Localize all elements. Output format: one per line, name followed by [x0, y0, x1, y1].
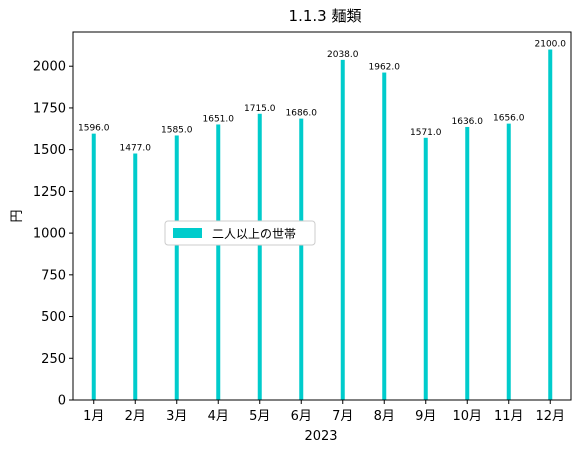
x-tick-label: 8月 [374, 409, 395, 424]
bar [91, 133, 96, 400]
chart-title: 1.1.3 麺類 [289, 7, 362, 25]
data-label: 1651.0 [203, 114, 235, 124]
y-tick-label: 250 [41, 352, 66, 367]
legend-swatch [173, 228, 202, 238]
y-tick-label: 1000 [33, 227, 66, 242]
data-label: 2038.0 [327, 50, 359, 60]
y-tick-label: 1500 [33, 143, 66, 158]
y-tick-label: 0 [58, 394, 66, 409]
bar [216, 124, 221, 400]
bar [299, 118, 304, 401]
data-label: 2100.0 [535, 40, 567, 50]
legend-box [164, 220, 316, 246]
bar [174, 135, 179, 400]
x-tick-label: 3月 [166, 409, 187, 424]
x-tick-label: 12月 [535, 409, 565, 424]
x-tick-label: 2月 [125, 409, 146, 424]
y-tick-label: 1250 [33, 185, 66, 200]
data-label: 1686.0 [286, 109, 318, 119]
bar [257, 113, 262, 401]
data-label: 1636.0 [452, 117, 484, 127]
x-tick-label: 7月 [332, 409, 353, 424]
bar [423, 137, 428, 400]
data-label: 1656.0 [493, 114, 525, 124]
legend-label: 二人以上の世帯 [212, 227, 296, 241]
x-tick-label: 6月 [291, 409, 312, 424]
data-label: 1571.0 [410, 128, 442, 138]
data-label: 1962.0 [369, 63, 401, 73]
y-tick-label: 1750 [33, 101, 66, 116]
x-tick-label: 1月 [83, 409, 104, 424]
bar [340, 59, 345, 400]
plot-frame [72, 31, 572, 401]
x-tick-label: 11月 [494, 409, 524, 424]
plot-area: 1596.0 1477.0 1585.0 1651.0 1715.0 1686.0 2038… [33, 31, 572, 424]
bar [465, 126, 470, 401]
x-tick-label: 9月 [415, 409, 436, 424]
bar [506, 123, 511, 401]
bar [382, 72, 387, 400]
y-tick-label: 500 [41, 310, 66, 325]
data-label: 1477.0 [120, 143, 152, 153]
legend: 二人以上の世帯 [164, 220, 316, 246]
data-label: 1596.0 [78, 124, 110, 134]
y-tick-label: 2000 [33, 60, 66, 75]
x-tick-label: 4月 [208, 409, 229, 424]
x-axis-label: 2023 [304, 429, 337, 444]
bar [548, 49, 553, 401]
y-tick-label: 750 [41, 268, 66, 283]
x-tick-label: 10月 [452, 409, 482, 424]
y-axis-label: 円 [10, 209, 25, 222]
data-label: 1715.0 [244, 104, 276, 114]
x-tick-label: 5月 [249, 409, 270, 424]
bar [133, 153, 138, 400]
data-label: 1585.0 [161, 125, 193, 135]
